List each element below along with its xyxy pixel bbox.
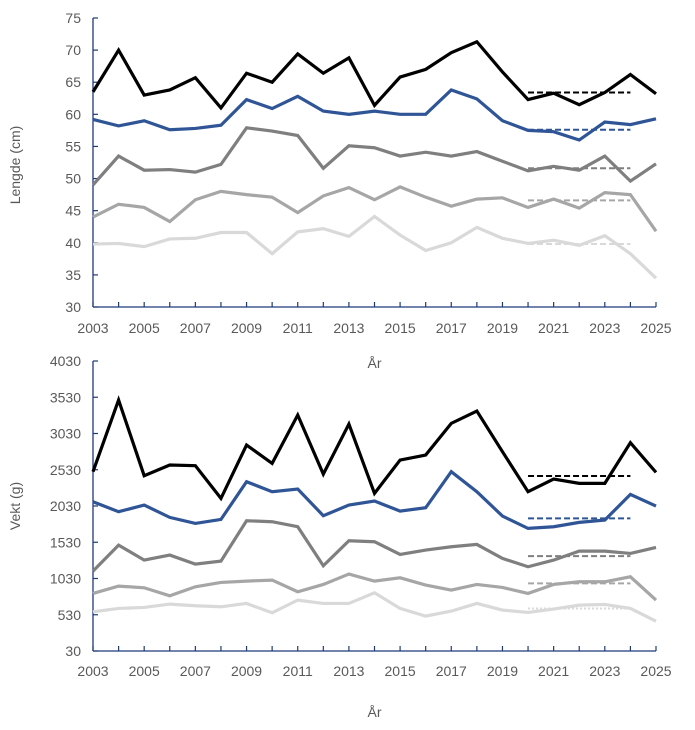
x-tick-label: 2021 [538,320,569,336]
y-tick-label: 1530 [50,534,81,550]
y-axis-title: Vekt (g) [7,482,23,530]
series-line-4 [92,572,658,602]
chart-panel-1: 30 35 40 45 50 55 60 65 70 75 2003 2005 2007 2009 2011… [7,10,672,371]
series-line-5 [92,590,657,623]
x-tick-label: 2025 [640,320,671,336]
x-tick-label: 2009 [231,663,262,679]
y-tick-label: 65 [65,74,81,90]
x-tick-label: 2011 [283,663,313,679]
y-tick-label: 530 [58,607,82,623]
x-tick-label: 2019 [487,320,518,336]
x-tick-label: 2005 [129,663,160,679]
x-tick-label: 2005 [129,320,160,336]
series-line-4 [92,185,658,233]
x-tick-label: 2017 [436,320,467,336]
y-tick-label: 2030 [50,498,81,514]
y-tick-label: 35 [65,267,81,283]
x-axis-title: År [368,704,382,720]
x-axis-title: År [368,355,382,371]
series-line-1 [91,395,658,502]
y-tick-label: 55 [65,138,81,154]
x-tick-label: 2007 [180,320,211,336]
x-tick-label: 2013 [333,320,364,336]
x-tick-label: 2003 [77,663,108,679]
x-tick-label: 2015 [385,663,416,679]
y-tick-label: 30 [65,299,81,315]
x-tick-label: 2003 [77,320,108,336]
x-tick-label: 2023 [589,320,620,336]
series-line-3 [91,126,657,187]
y-tick-label: 70 [65,42,81,58]
series-line-1 [91,39,657,111]
y-tick-label: 3530 [50,389,81,405]
y-tick-label: 4030 [50,353,81,369]
series-line-3 [91,519,657,573]
y-axis-title: Lengde (cm) [7,126,23,205]
y-tick-label: 50 [65,171,81,187]
series-line-2 [92,88,657,142]
x-tick-label: 2013 [333,663,364,679]
series-line-5 [92,214,658,280]
x-tick-label: 2015 [385,320,416,336]
y-tick-label: 45 [65,203,81,219]
y-tick-label: 1030 [50,571,81,587]
x-tick-label: 2011 [283,320,313,336]
y-tick-label: 60 [65,106,81,122]
x-tick-label: 2025 [640,663,671,679]
y-tick-label: 40 [65,235,81,251]
x-tick-label: 2023 [589,663,620,679]
x-tick-label: 2019 [487,663,518,679]
y-tick-label: 30 [65,643,81,659]
y-tick-label: 2530 [50,462,81,478]
y-tick-label: 75 [65,10,81,26]
x-tick-label: 2007 [180,663,211,679]
x-tick-label: 2017 [436,663,467,679]
x-tick-label: 2009 [231,320,262,336]
y-tick-label: 3030 [50,426,81,442]
series-line-2 [92,469,657,531]
x-tick-label: 2021 [538,663,569,679]
chart-panel-2: 30 530 1030 1530 2030 2530 3030 3530 4030 2003 200… [7,353,672,720]
